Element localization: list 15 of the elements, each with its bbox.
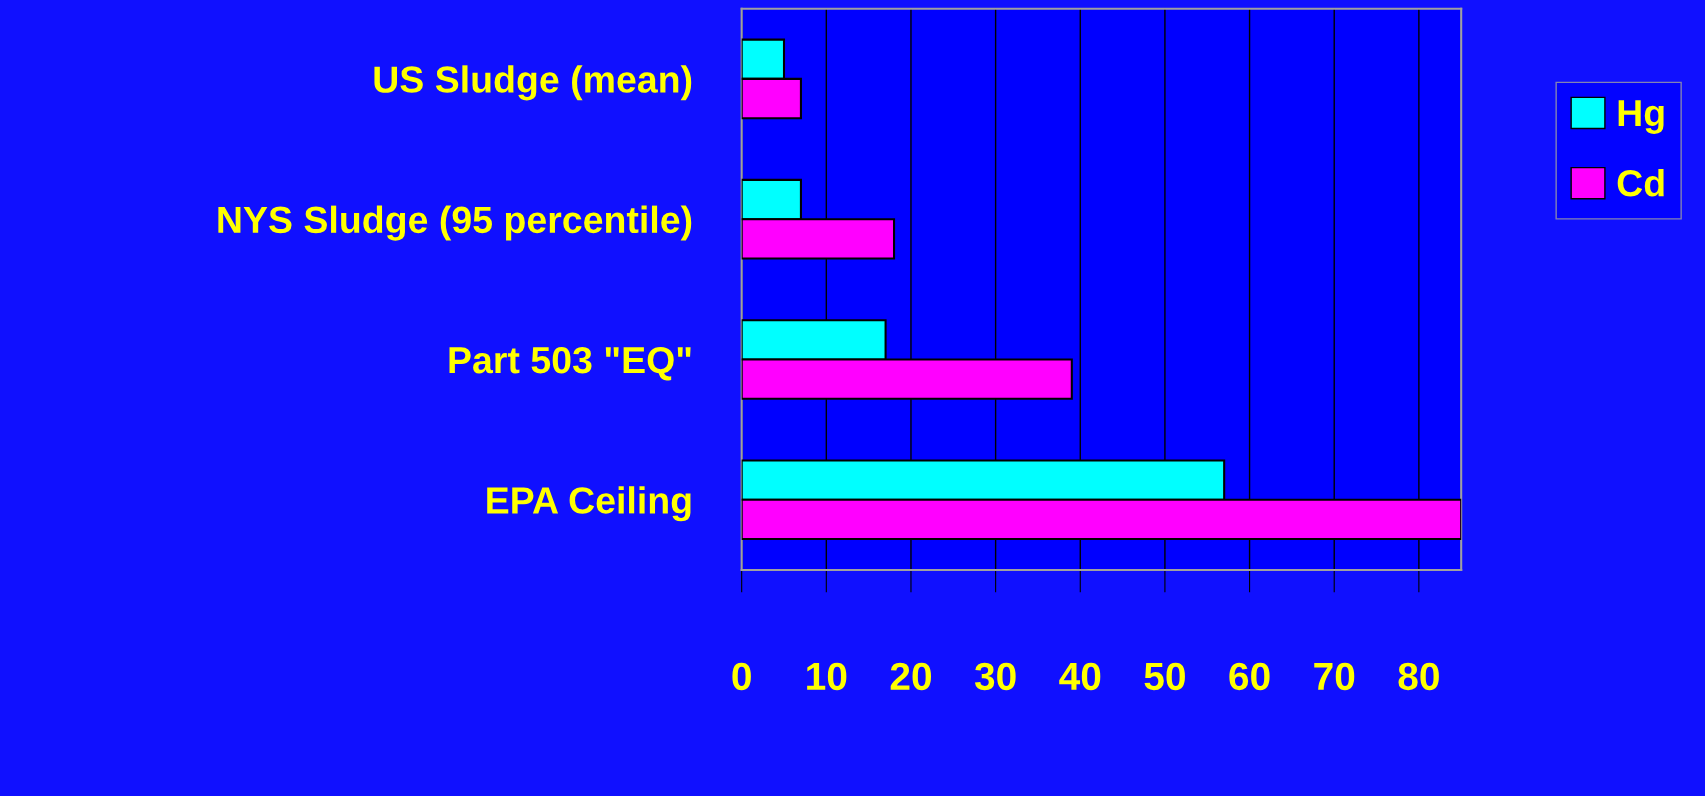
x-tick-label: 80 [1398,662,1439,691]
x-tick-label: 70 [1314,662,1355,691]
y-tick-label: NYS Sludge (95 percentile) [218,205,692,241]
x-tick-label: 30 [974,662,1016,691]
y-tick-label: US Sludge (mean) [374,65,692,101]
x-tick-label: 60 [1229,662,1270,691]
y-tick-label: Part 503 "EQ" [449,346,691,381]
x-tick-label: 40 [1059,662,1101,691]
y-tick-label: EPA Ceiling [487,486,691,522]
x-tick-label: 50 [1144,662,1185,691]
x-tick-label: 0 [732,662,751,691]
x-tick-label: 20 [890,662,932,691]
legend-label: Hg [1618,100,1664,134]
legend-label: Cd [1617,168,1664,197]
x-tick-label: 10 [807,662,847,691]
